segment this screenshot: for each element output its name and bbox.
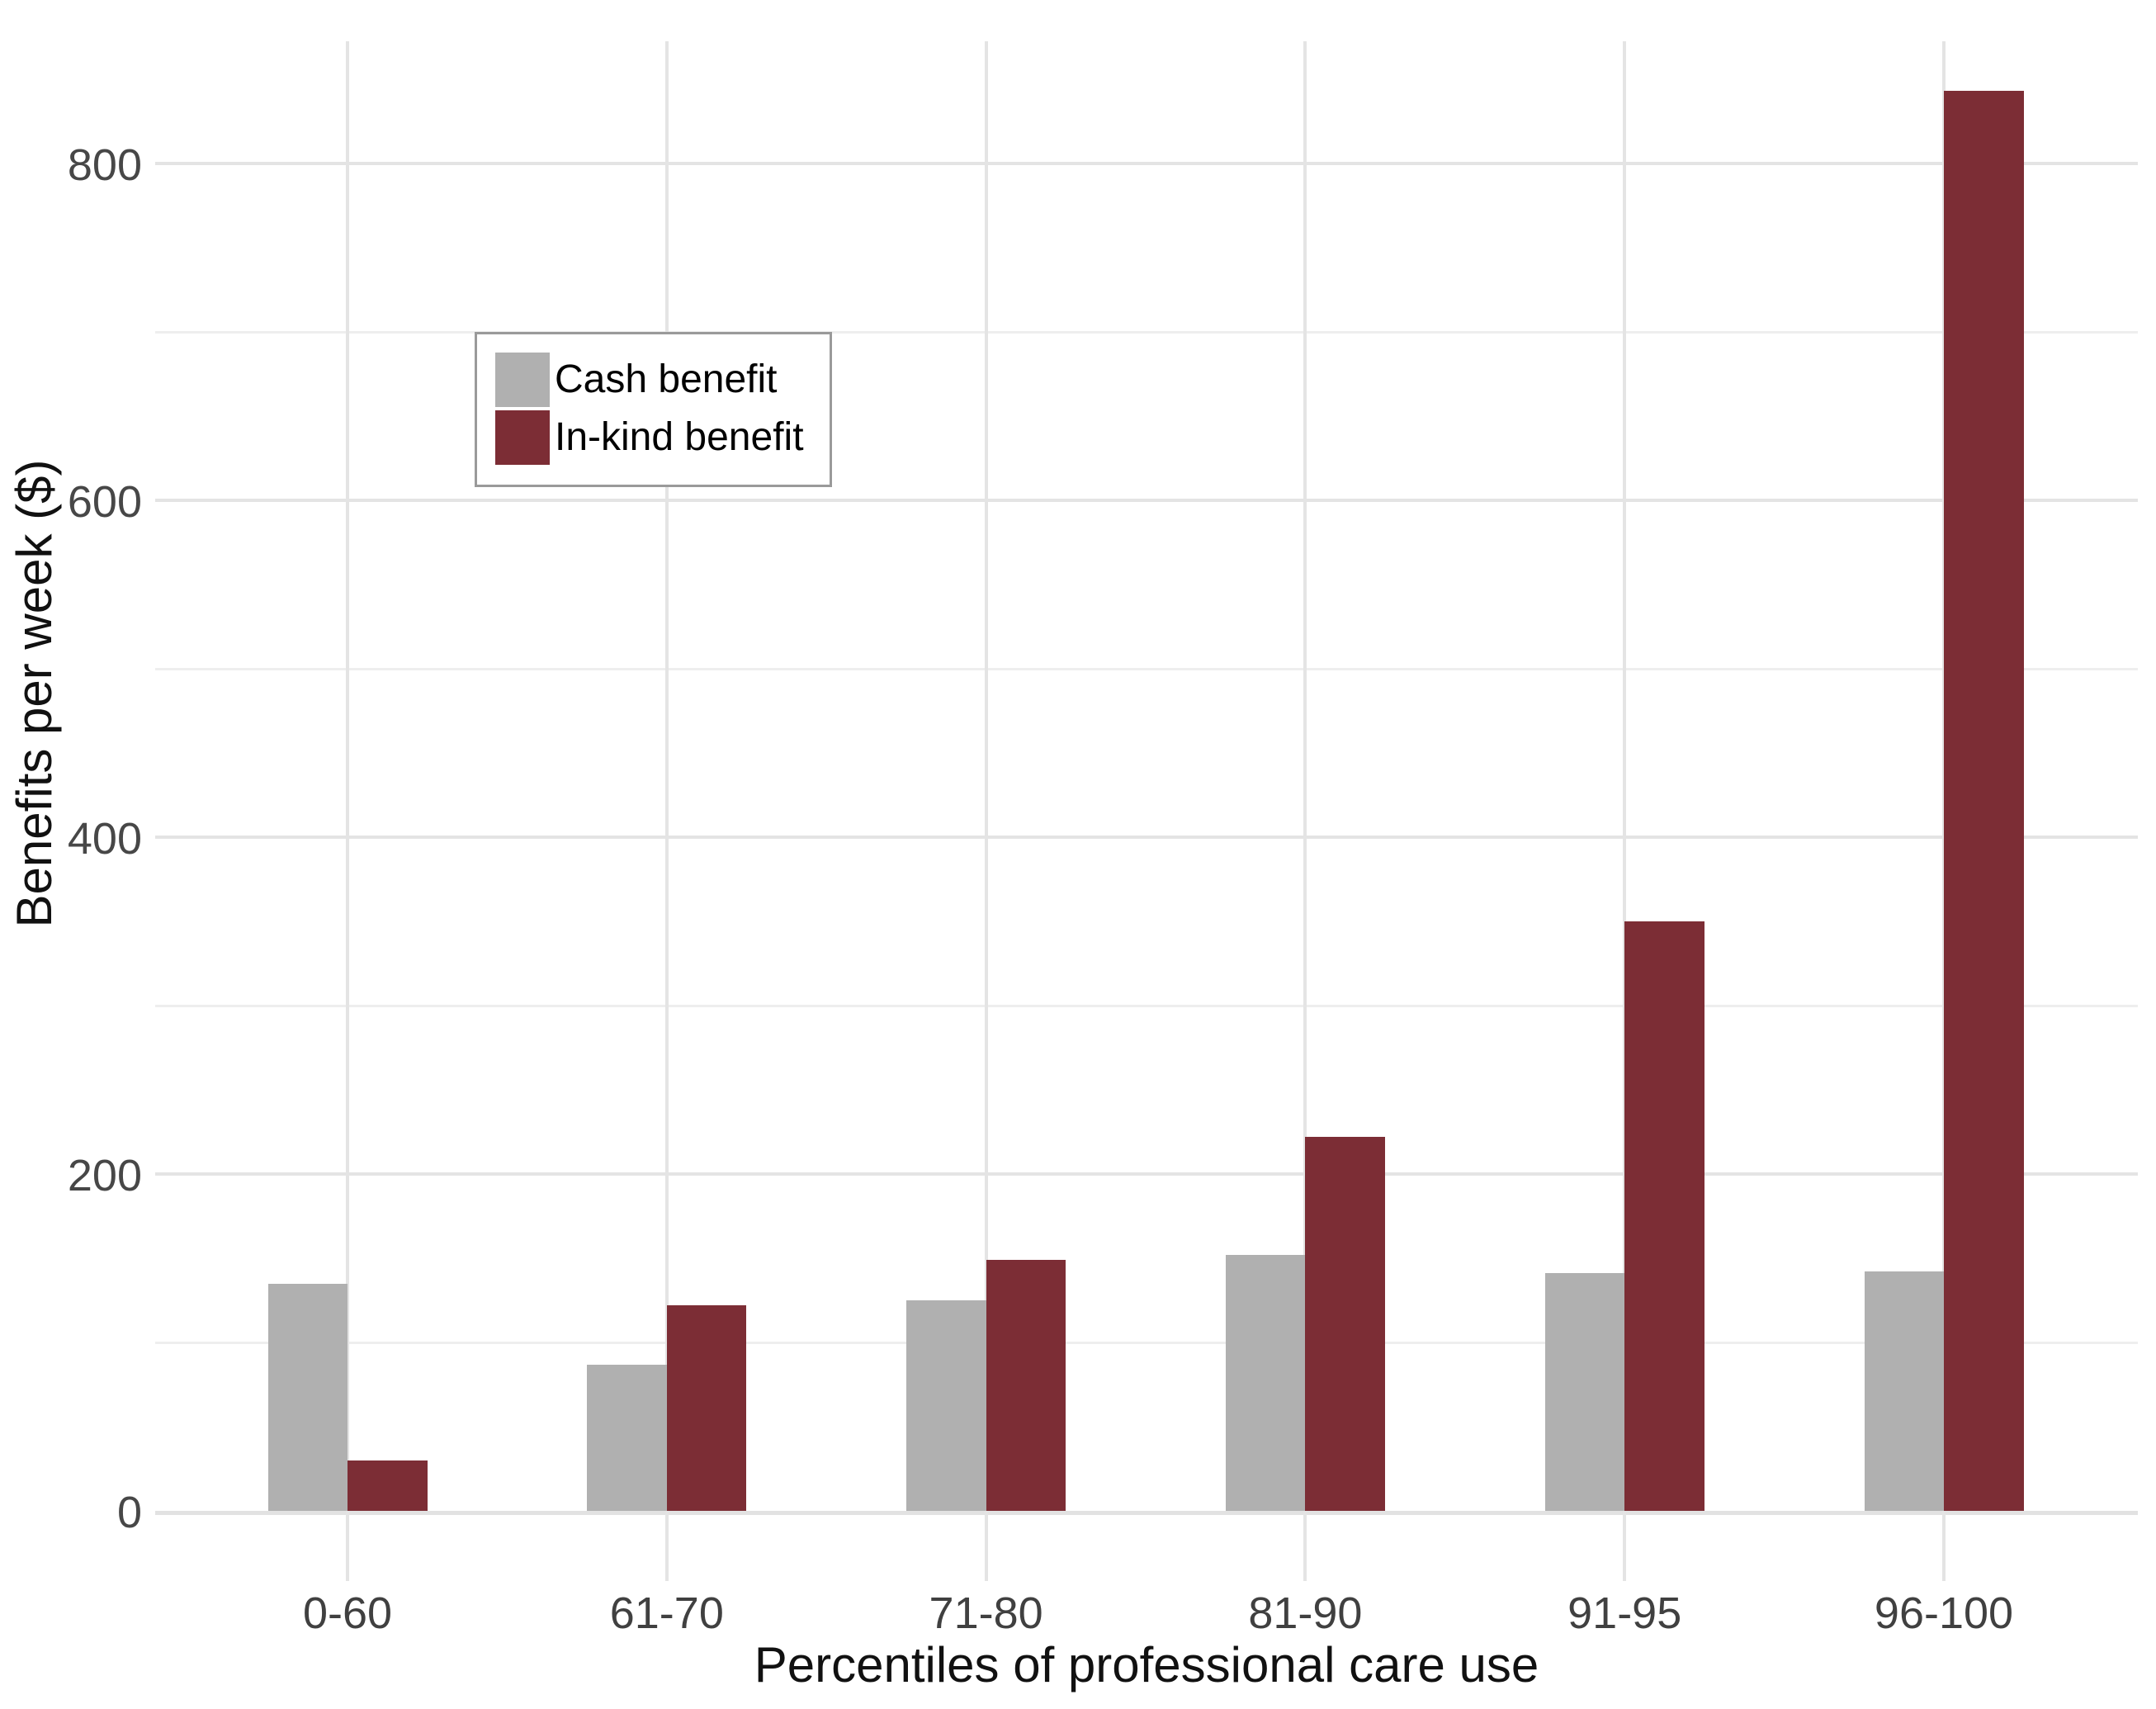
gridline-x-91-95: [1623, 41, 1627, 1581]
legend-label-in-kind-benefit: In-kind benefit: [555, 415, 804, 459]
gridline-x-61-70: [664, 41, 669, 1581]
bar-in-kind-benefit-81-90: [1305, 1137, 1385, 1511]
x-tick-label-96-100: 96-100: [1874, 1588, 2014, 1638]
y-tick-label-0: 0: [116, 1488, 142, 1537]
legend: Cash benefit In-kind benefit: [475, 332, 832, 487]
gridline-major-y-200: [155, 1172, 2138, 1176]
x-tick-label-61-70: 61-70: [609, 1588, 724, 1638]
y-tick-label-800: 800: [67, 140, 142, 190]
x-tick-label-81-90: 81-90: [1248, 1588, 1363, 1638]
x-axis-title: Percentiles of professional care use: [754, 1637, 1539, 1692]
legend-label-cash-benefit: Cash benefit: [555, 357, 778, 401]
gridline-x-71-80: [984, 41, 988, 1581]
y-axis-title: Benefits per week ($): [7, 459, 62, 928]
gridline-major-y-600: [155, 499, 2138, 502]
gridline-x-81-90: [1303, 41, 1307, 1581]
x-tick-label-71-80: 71-80: [929, 1588, 1043, 1638]
y-tick-label-400: 400: [67, 814, 142, 864]
gridline-major-y-400: [155, 836, 2138, 839]
bar-cash-benefit-61-70: [587, 1364, 667, 1511]
gridline-minor-y-100: [155, 1342, 2138, 1344]
bar-cash-benefit-71-80: [906, 1300, 986, 1511]
y-tick-label-600: 600: [67, 477, 142, 527]
bar-in-kind-benefit-61-70: [666, 1305, 747, 1511]
x-axis-line: [155, 1511, 2138, 1515]
y-tick-label-200: 200: [67, 1151, 142, 1200]
legend-swatch-in-kind-benefit: [495, 410, 550, 465]
bar-cash-benefit-91-95: [1544, 1273, 1625, 1511]
bar-in-kind-benefit-0-60: [348, 1460, 428, 1511]
gridline-minor-y-700: [155, 331, 2138, 334]
bar-in-kind-benefit-91-95: [1624, 921, 1704, 1511]
x-tick-label-0-60: 0-60: [302, 1588, 393, 1638]
bar-in-kind-benefit-71-80: [986, 1260, 1066, 1511]
x-tick-label-91-95: 91-95: [1567, 1588, 1682, 1638]
gridline-major-y-800: [155, 162, 2138, 165]
gridline-minor-y-300: [155, 1005, 2138, 1007]
legend-swatch-cash-benefit: [495, 353, 550, 407]
bar-cash-benefit-0-60: [267, 1283, 348, 1511]
bar-cash-benefit-81-90: [1225, 1254, 1306, 1511]
gridline-x-0-60: [346, 41, 349, 1581]
gridline-minor-y-500: [155, 668, 2138, 670]
bar-in-kind-benefit-96-100: [1944, 91, 2024, 1511]
bar-cash-benefit-96-100: [1864, 1271, 1944, 1511]
